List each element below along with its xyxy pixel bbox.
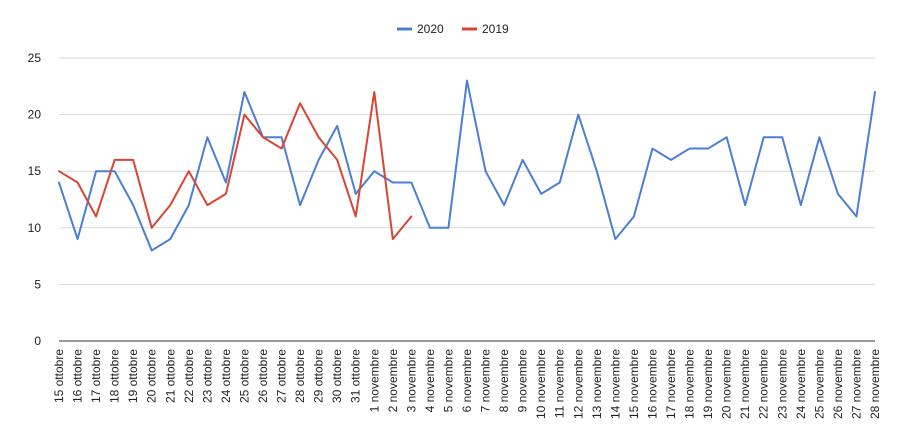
x-tick-label: 17 novembre <box>664 349 678 419</box>
x-tick-label: 25 novembre <box>812 349 826 419</box>
y-tick-label: 5 <box>34 277 41 291</box>
x-tick-label: 19 ottobre <box>126 349 140 403</box>
legend-label-2020: 2020 <box>417 22 444 36</box>
x-tick-label: 22 ottobre <box>182 349 196 403</box>
x-tick-label: 20 novembre <box>720 349 734 419</box>
x-tick-label: 25 ottobre <box>237 349 251 403</box>
legend: 2020 2019 <box>397 22 509 36</box>
series-line-2020 <box>58 79 876 252</box>
x-tick-label: 11 novembre <box>553 349 567 418</box>
x-tick-label: 24 novembre <box>794 349 808 419</box>
x-tick-label: 19 novembre <box>701 349 715 419</box>
x-tick-label: 31 ottobre <box>349 349 363 403</box>
x-tick-label: 20 ottobre <box>145 349 159 403</box>
x-tick-label: 13 novembre <box>590 349 604 419</box>
x-tick-label: 15 ottobre <box>52 349 66 403</box>
x-tick-label: 27 ottobre <box>275 349 289 403</box>
legend-label-2019: 2019 <box>482 22 509 36</box>
x-tick-label: 6 novembre <box>460 349 474 413</box>
x-tick-label: 28 ottobre <box>293 349 307 403</box>
x-tick-label: 7 novembre <box>479 349 493 413</box>
x-tick-label: 28 novembre <box>868 349 882 419</box>
x-tick-label: 21 ottobre <box>163 349 177 403</box>
x-tick-label: 23 novembre <box>775 349 789 419</box>
x-tick-label: 18 novembre <box>683 349 697 419</box>
x-tick-label: 24 ottobre <box>219 349 233 403</box>
x-tick-label: 18 ottobre <box>108 349 122 403</box>
x-tick-label: 22 novembre <box>757 349 771 419</box>
x-tick-label: 30 ottobre <box>330 349 344 403</box>
series-lines <box>58 79 876 252</box>
x-tick-label: 9 novembre <box>516 349 530 413</box>
x-tick-label: 3 novembre <box>404 349 418 413</box>
x-tick-label: 21 novembre <box>738 349 752 419</box>
y-tick-label: 0 <box>34 334 41 348</box>
x-tick-label: 27 novembre <box>849 349 863 419</box>
x-tick-label: 26 novembre <box>831 349 845 419</box>
x-tick-label: 10 novembre <box>534 349 548 419</box>
y-tick-label: 15 <box>28 164 42 178</box>
x-tick-label: 4 novembre <box>423 349 437 413</box>
x-tick-label: 8 novembre <box>497 349 511 413</box>
x-tick-label: 5 novembre <box>441 349 455 413</box>
x-tick-label: 17 ottobre <box>89 349 103 403</box>
y-tick-label: 10 <box>28 221 42 235</box>
x-tick-label: 12 novembre <box>571 349 585 419</box>
x-tick-label: 15 novembre <box>627 349 641 419</box>
series-line-2019 <box>58 90 413 241</box>
y-axis: 0 5 10 15 20 25 <box>28 51 42 348</box>
x-tick-label: 29 ottobre <box>312 349 326 403</box>
x-axis: 15 ottobre 16 ottobre 17 ottobre 18 ottobre… <box>52 349 882 419</box>
gridlines <box>59 57 875 342</box>
x-tick-label: 16 ottobre <box>71 349 85 403</box>
x-tick-label: 26 ottobre <box>256 349 270 403</box>
x-tick-label: 14 novembre <box>608 349 622 419</box>
x-tick-label: 23 ottobre <box>200 349 214 403</box>
x-tick-label: 16 novembre <box>645 349 659 419</box>
x-tick-label: 2 novembre <box>386 349 400 413</box>
y-tick-label: 25 <box>28 51 42 65</box>
y-tick-label: 20 <box>28 108 42 122</box>
x-tick-label: 1 novembre <box>367 349 381 413</box>
